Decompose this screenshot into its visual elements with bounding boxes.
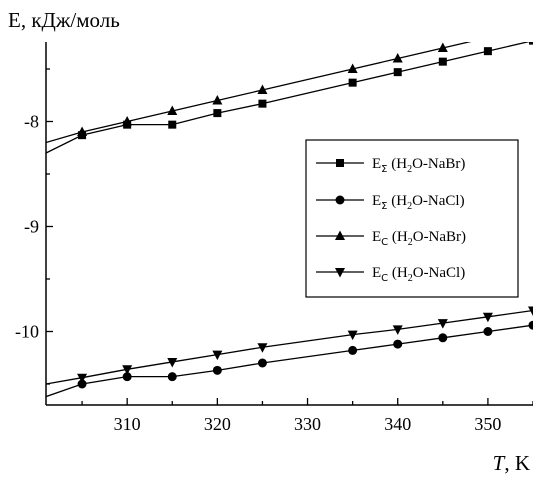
data-point-triangle-down (77, 373, 88, 384)
series-line-3 (46, 42, 472, 144)
y-axis-label: E, кДж/моль (8, 8, 120, 32)
legend-item: EΣ (H2O-NaCl) (316, 193, 465, 212)
data-point-square (348, 78, 357, 87)
legend-item: EC (H2O-NaCl) (316, 265, 465, 284)
data-point-square (213, 109, 222, 118)
data-point-circle (257, 358, 267, 368)
data-point-triangle-down (167, 357, 178, 368)
data-point-triangle-down (528, 306, 533, 316)
data-point-triangle-up (392, 53, 403, 63)
x-axis-label-unit: , K (504, 451, 530, 475)
data-point-circle (122, 372, 132, 382)
x-tick-label: 320 (204, 414, 231, 434)
y-tick-label: -10 (15, 322, 39, 342)
legend-item: EΣ (H2O-NaBr) (316, 156, 465, 175)
data-point-circle (167, 372, 177, 382)
data-point-triangle-up (437, 42, 448, 52)
legend-label: EC (H2O-NaCl) (372, 265, 465, 284)
data-point-triangle-up (77, 126, 88, 136)
data-point-square (258, 99, 267, 108)
legend: EΣ (H2O-NaBr) EΣ (H2O-NaCl) EC (H2O-NaBr) E… (305, 139, 519, 298)
data-point-circle (77, 379, 87, 389)
data-point-triangle-up (257, 84, 268, 94)
data-point-triangle-up (122, 116, 133, 126)
legend-marker-triangle-up (335, 230, 345, 240)
data-point-circle (393, 339, 403, 349)
legend-marker-circle (335, 195, 345, 205)
data-point-triangle-up (212, 95, 223, 105)
x-tick-label: 330 (294, 414, 321, 434)
data-point-triangle-up (483, 32, 493, 42)
data-point-square (438, 57, 447, 66)
x-axis-label: T, K (493, 451, 530, 475)
data-point-circle (438, 333, 448, 343)
legend-label: EΣ (H2O-NaBr) (372, 156, 465, 175)
data-point-circle (212, 365, 222, 375)
legend-marker-triangle-down (335, 268, 345, 278)
series-line-2 (46, 324, 533, 398)
series-line-1 (46, 42, 531, 154)
data-point-triangle-up (528, 22, 533, 32)
data-point-triangle-down (347, 330, 358, 341)
data-point-circle (483, 327, 493, 336)
series-line-4 (46, 309, 533, 385)
axes: 310 320 330 340 350 -8 -9 -10 (15, 42, 533, 434)
x-tick-label: 310 (114, 414, 141, 434)
data-point-triangle-down (257, 343, 268, 353)
x-tick-label: 350 (474, 414, 501, 434)
data-point-circle (528, 320, 533, 330)
data-point-triangle-down (437, 319, 448, 329)
y-tick-label: -8 (24, 112, 39, 132)
legend-label: EΣ (H2O-NaCl) (372, 193, 465, 212)
legend-label: EC (H2O-NaBr) (372, 229, 466, 248)
data-point-circle (348, 345, 358, 355)
data-point-triangle-down (392, 325, 403, 335)
data-point-triangle-down (212, 350, 223, 361)
data-point-triangle-up (347, 63, 358, 73)
data-point-square (483, 47, 492, 56)
legend-item: EC (H2O-NaBr) (316, 229, 466, 248)
plot-area (46, 22, 533, 398)
legend-marker-square (336, 159, 344, 167)
data-point-square (529, 42, 533, 45)
y-tick-label: -9 (24, 217, 39, 237)
x-axis-label-variable: T (493, 451, 506, 475)
data-point-triangle-down (122, 365, 133, 375)
data-point-square (168, 120, 177, 129)
data-point-triangle-up (167, 105, 178, 115)
data-point-triangle-down (482, 312, 493, 323)
data-point-square (393, 68, 402, 77)
x-tick-label: 340 (384, 414, 411, 434)
